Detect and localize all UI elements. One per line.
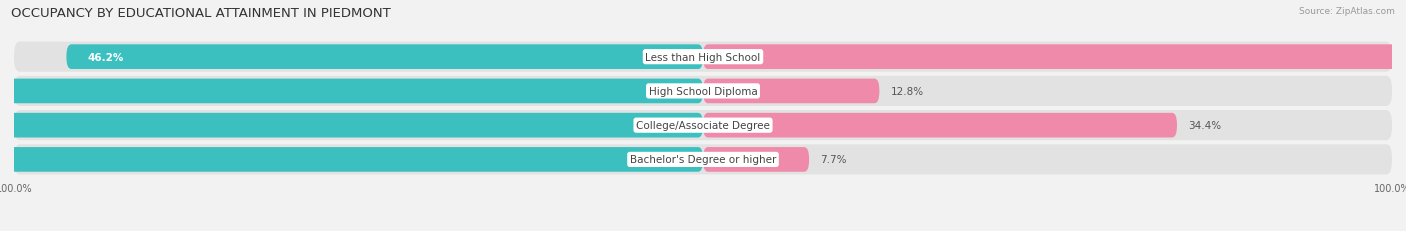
Text: Source: ZipAtlas.com: Source: ZipAtlas.com — [1299, 7, 1395, 16]
FancyBboxPatch shape — [14, 111, 1392, 141]
Text: College/Associate Degree: College/Associate Degree — [636, 121, 770, 131]
FancyBboxPatch shape — [703, 79, 879, 104]
FancyBboxPatch shape — [703, 45, 1406, 70]
FancyBboxPatch shape — [703, 113, 1177, 138]
FancyBboxPatch shape — [703, 147, 808, 172]
Text: OCCUPANCY BY EDUCATIONAL ATTAINMENT IN PIEDMONT: OCCUPANCY BY EDUCATIONAL ATTAINMENT IN P… — [11, 7, 391, 20]
Text: 12.8%: 12.8% — [890, 87, 924, 97]
Text: 46.2%: 46.2% — [87, 52, 124, 62]
FancyBboxPatch shape — [14, 43, 1392, 73]
FancyBboxPatch shape — [66, 45, 703, 70]
FancyBboxPatch shape — [14, 76, 1392, 106]
Text: 7.7%: 7.7% — [820, 155, 846, 165]
Text: Bachelor's Degree or higher: Bachelor's Degree or higher — [630, 155, 776, 165]
FancyBboxPatch shape — [0, 113, 703, 138]
Text: High School Diploma: High School Diploma — [648, 87, 758, 97]
Text: Less than High School: Less than High School — [645, 52, 761, 62]
FancyBboxPatch shape — [0, 79, 703, 104]
FancyBboxPatch shape — [0, 147, 703, 172]
FancyBboxPatch shape — [14, 145, 1392, 175]
Text: 34.4%: 34.4% — [1188, 121, 1222, 131]
